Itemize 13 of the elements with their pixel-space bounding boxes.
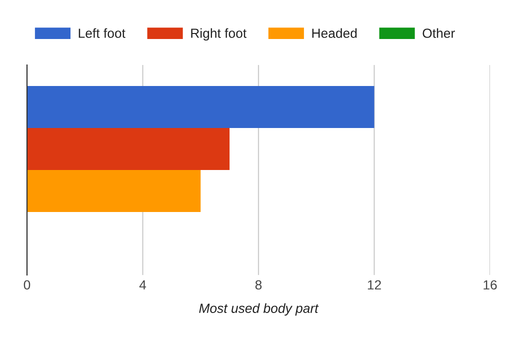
legend-label: Right foot [191, 28, 246, 41]
bar [27, 86, 374, 128]
legend-label: Headed [312, 28, 357, 38]
x-tick-label: 12 [368, 280, 381, 290]
x-tick-label: 0 [24, 280, 30, 290]
bar [27, 170, 201, 212]
legend-label: Other [422, 28, 455, 38]
legend-label: Left foot [78, 28, 126, 38]
bar [27, 128, 230, 170]
x-tick-label: 16 [484, 280, 497, 290]
x-tick-label: 8 [255, 280, 262, 290]
x-axis-title: Most used body part [199, 303, 319, 316]
x-tick-label: 4 [139, 280, 146, 290]
